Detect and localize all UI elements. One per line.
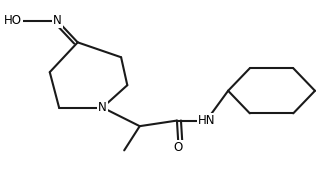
Text: HN: HN [198,114,215,127]
Text: HO: HO [4,14,22,27]
Text: N: N [53,14,62,27]
Text: N: N [98,101,107,114]
Text: O: O [174,141,183,154]
